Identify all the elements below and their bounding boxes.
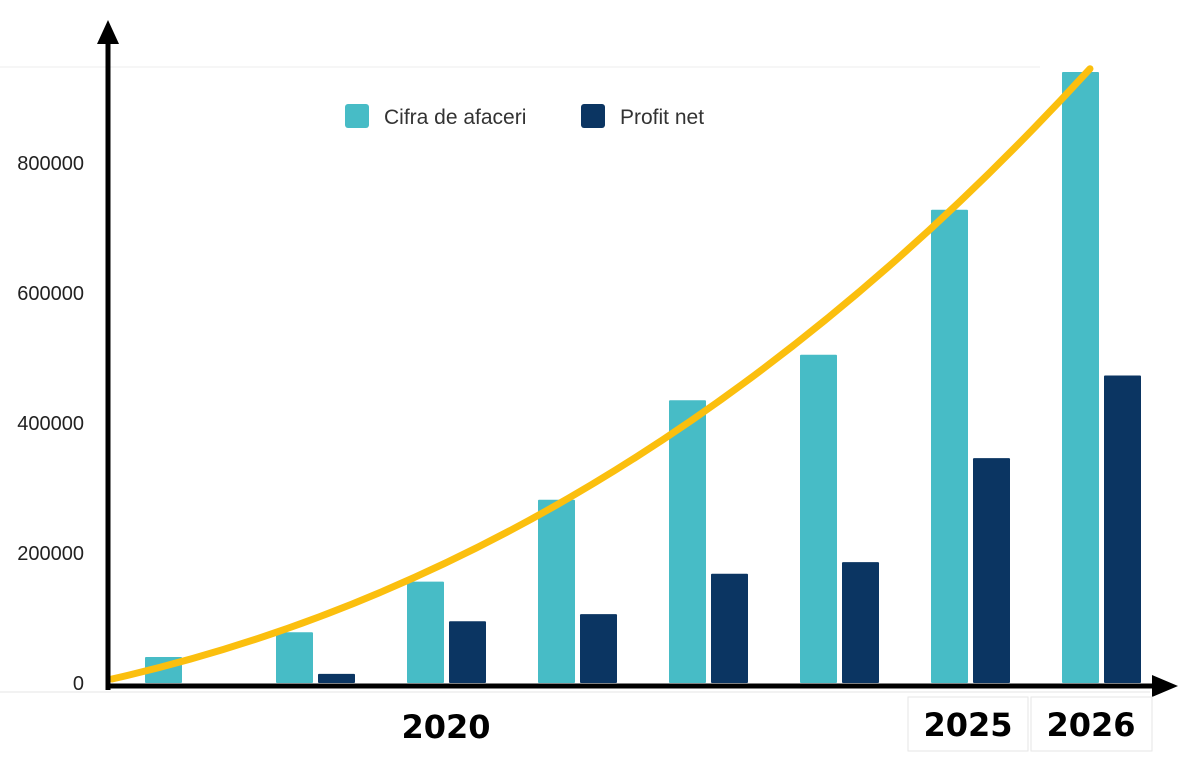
bar-profit-net-5 [711, 573, 748, 683]
year-2025-box [907, 696, 1029, 752]
legend-swatch-profit-net [581, 104, 605, 128]
bar-cifra-de-afaceri-8 [1062, 72, 1099, 683]
axes [97, 20, 1178, 697]
bar-cifra-de-afaceri-4 [538, 499, 575, 683]
bar-profit-net-8 [1104, 375, 1141, 683]
gridlines [0, 66, 1150, 693]
y-axis-arrow-icon [97, 20, 119, 44]
y-axis-ticks: 0 200000 400000 600000 800000 [17, 153, 84, 695]
legend-label-profit-net: Profit net [620, 106, 704, 129]
year-2026-box [1030, 696, 1153, 752]
trend-curve [108, 65, 1094, 683]
bar-cifra-de-afaceri-7 [931, 209, 968, 684]
legend-swatch-cifra-de-afaceri [345, 104, 369, 128]
y-tick-label: 800000 [17, 153, 84, 175]
year-labels: 2020 2025 2026 [401, 696, 1153, 752]
y-tick-label: 0 [73, 673, 84, 695]
y-tick-label: 400000 [17, 413, 84, 435]
bar-cifra-de-afaceri-5 [669, 400, 706, 683]
year-label-2020: 2020 [401, 708, 490, 746]
bar-profit-net-7 [973, 458, 1010, 683]
bar-cifra-de-afaceri-3 [407, 581, 444, 683]
year-label-2026: 2026 [1046, 706, 1135, 744]
y-tick-label: 600000 [17, 283, 84, 305]
legend-label-cifra-de-afaceri: Cifra de afaceri [384, 106, 526, 129]
bar-cifra-de-afaceri-2 [276, 632, 313, 683]
bar-profit-net-6 [842, 562, 879, 683]
bar-profit-net-4 [580, 614, 617, 683]
bar-profit-net-3 [449, 621, 486, 683]
bar-profit-net-2 [318, 673, 355, 683]
bar-cifra-de-afaceri-6 [800, 354, 837, 683]
bars [145, 72, 1141, 684]
year-label-2025: 2025 [923, 706, 1012, 744]
x-axis-arrow-icon [1152, 675, 1178, 697]
legend: Cifra de afaceri Profit net [345, 104, 704, 129]
y-tick-label: 200000 [17, 543, 84, 565]
